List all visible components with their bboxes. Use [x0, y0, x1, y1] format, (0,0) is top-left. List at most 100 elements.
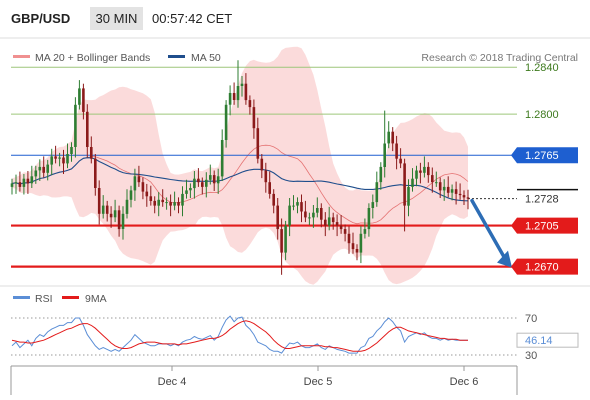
- candle-body: [113, 210, 117, 218]
- ma50-line: [11, 157, 469, 202]
- candle-body: [133, 176, 137, 191]
- candle-body: [169, 202, 172, 206]
- candle-body: [197, 178, 200, 183]
- candle-body: [395, 143, 398, 159]
- x-tick-label: Dec 6: [450, 376, 479, 388]
- candle-body: [232, 93, 236, 100]
- x-axis: Dec 4 Dec 5 Dec 6: [10, 365, 518, 395]
- main-legend: MA 20 + Bollinger Bands MA 50: [13, 52, 221, 64]
- candle-body: [284, 225, 287, 253]
- candle-body: [300, 202, 303, 212]
- candle-body: [371, 202, 375, 208]
- legend-label-9ma: 9MA: [85, 293, 107, 305]
- candle-body: [268, 182, 271, 194]
- candle-body: [407, 186, 410, 206]
- candle-body: [50, 156, 53, 165]
- candle-body: [42, 166, 45, 173]
- candle-body: [161, 199, 164, 203]
- candle-body: [165, 202, 168, 204]
- chart-header: GBP/USD 30 MIN 00:57:42 CET: [0, 0, 590, 38]
- candle-body: [209, 175, 212, 180]
- candle-body: [466, 197, 470, 199]
- forecast-arrow: [470, 198, 512, 268]
- level-labels: 1.2840 1.2800 1.2765 1.2728 1.2705 1.2670: [511, 62, 578, 275]
- candle-body: [66, 154, 69, 164]
- candle-body: [450, 189, 454, 193]
- candle-body: [216, 176, 220, 184]
- candle-body: [292, 205, 295, 207]
- timeframe-badge[interactable]: 30 MIN: [90, 7, 143, 30]
- candle-body: [46, 164, 49, 173]
- candle-body: [109, 213, 113, 218]
- candle-body: [411, 178, 414, 187]
- candle-body: [244, 83, 248, 101]
- candle-body: [117, 210, 121, 230]
- level-box-1.2670: [511, 258, 578, 275]
- candle-body: [145, 191, 149, 197]
- candle-body: [34, 170, 38, 177]
- legend-swatch-rsi: [13, 296, 30, 299]
- legend-swatch-9ma: [62, 296, 79, 299]
- candle-body: [256, 128, 260, 159]
- candle-body: [363, 229, 367, 234]
- candle-body: [10, 183, 14, 187]
- candle-body: [351, 243, 355, 250]
- research-credit: Research © 2018 Trading Central: [421, 52, 578, 64]
- candle-body: [141, 182, 145, 192]
- candle-body: [137, 176, 141, 183]
- candle-body: [30, 176, 34, 184]
- rsi-value-box: [516, 332, 579, 348]
- candle-body: [189, 188, 192, 191]
- forecast-arrow-shaft: [470, 198, 507, 261]
- legend-label-bollinger: MA 20 + Bollinger Bands: [35, 52, 150, 64]
- candle-body: [423, 166, 426, 173]
- candle-body: [280, 229, 283, 253]
- candle-body: [272, 193, 275, 206]
- candle-body: [220, 140, 224, 177]
- candle-body: [339, 225, 343, 230]
- candle-body: [173, 202, 176, 206]
- candle-body: [442, 186, 446, 191]
- rsi-panel: 70 30 46.14: [11, 313, 579, 362]
- x-tick-label: Dec 4: [158, 376, 187, 388]
- candle-body: [331, 217, 335, 223]
- candle-body: [38, 166, 42, 171]
- level-label-1.2765: 1.2765: [525, 150, 559, 162]
- forecast-arrow-head: [497, 250, 512, 268]
- candle-body: [379, 166, 383, 183]
- candle-body: [70, 147, 73, 154]
- legend-swatch-ma50: [168, 55, 185, 58]
- candles: [10, 60, 470, 275]
- candle-body: [308, 217, 311, 219]
- candle-body: [252, 107, 256, 129]
- candle-body: [54, 156, 57, 159]
- candle-body: [18, 182, 22, 187]
- candle-body: [403, 163, 406, 206]
- legend-label-ma50: MA 50: [191, 52, 221, 64]
- candle-body: [446, 186, 450, 193]
- candle-body: [347, 233, 351, 244]
- level-label-1.2670: 1.2670: [525, 262, 559, 274]
- candle-body: [276, 205, 279, 230]
- rsi-line: [11, 315, 468, 354]
- candle-body: [264, 170, 268, 183]
- level-label-1.2800: 1.2800: [525, 109, 559, 121]
- candle-body: [185, 190, 188, 194]
- candle-body: [201, 182, 204, 187]
- candle-body: [419, 170, 422, 173]
- candle-body: [212, 175, 216, 184]
- rsi-legend: RSI 9MA: [13, 293, 107, 305]
- candle-body: [177, 202, 180, 206]
- legend-label-rsi: RSI: [35, 293, 53, 305]
- candle-body: [355, 249, 359, 253]
- candle-body: [157, 199, 160, 206]
- rsi-value-label: 46.14: [525, 335, 553, 347]
- candle-body: [22, 178, 26, 187]
- candle-body: [312, 212, 315, 218]
- candle-body: [105, 205, 109, 214]
- candle-body: [296, 202, 299, 206]
- symbol-label: GBP/USD: [11, 11, 71, 26]
- level-label-1.2728: 1.2728: [525, 194, 559, 206]
- candle-body: [82, 88, 85, 112]
